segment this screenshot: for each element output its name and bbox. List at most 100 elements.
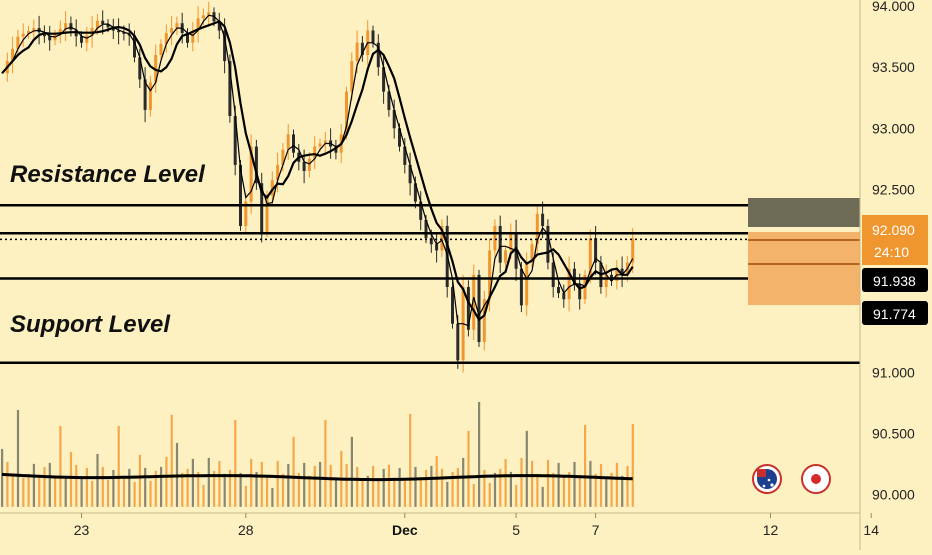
current-price-badge bbox=[862, 215, 928, 265]
volume-bar bbox=[186, 468, 189, 507]
y-tick-label: 90.500 bbox=[872, 426, 915, 442]
candle-body bbox=[302, 161, 306, 171]
volume-bar bbox=[112, 469, 115, 507]
candle-body bbox=[122, 32, 126, 34]
candle-body bbox=[138, 57, 142, 80]
volume-bar bbox=[313, 465, 316, 507]
candle-body bbox=[498, 225, 502, 263]
volume-bar bbox=[557, 462, 560, 507]
volume-bar bbox=[260, 461, 263, 507]
level-badge-2 bbox=[862, 301, 928, 325]
candle-body bbox=[631, 238, 635, 263]
volume-bar bbox=[589, 460, 592, 507]
volume-bar bbox=[478, 401, 481, 507]
candle-body bbox=[604, 274, 608, 288]
candle-body bbox=[111, 27, 115, 31]
volume-bar bbox=[350, 436, 353, 507]
volume-bar bbox=[64, 478, 67, 507]
candle-body bbox=[493, 225, 497, 251]
candle-body bbox=[270, 180, 274, 196]
candle-body bbox=[562, 293, 566, 300]
volume-bar bbox=[239, 472, 242, 507]
volume-bar bbox=[234, 419, 237, 507]
y-ticks: 94.000 93.500 93.000 92.500 91.000 90.500 90.0… bbox=[872, 0, 915, 503]
candle-body bbox=[175, 23, 179, 29]
volume-bar bbox=[403, 480, 406, 507]
volume-bar bbox=[462, 457, 465, 507]
candle-body bbox=[143, 79, 147, 110]
australia-flag-icon[interactable] bbox=[752, 464, 782, 494]
volume-bar bbox=[292, 436, 295, 507]
volume-bar bbox=[568, 471, 571, 507]
volume-bar bbox=[520, 457, 523, 507]
slow-ma-line bbox=[1, 20, 634, 322]
candle-body bbox=[594, 238, 598, 263]
volume-bar bbox=[191, 458, 194, 507]
candle-body bbox=[456, 323, 460, 361]
candle-body bbox=[355, 42, 359, 62]
volume-bar bbox=[218, 460, 221, 507]
candle-body bbox=[249, 146, 253, 202]
candle-body bbox=[440, 225, 444, 251]
volume-bar bbox=[387, 464, 391, 507]
volume-bar bbox=[610, 472, 613, 507]
candle-body bbox=[482, 299, 486, 342]
volume-bar bbox=[144, 467, 147, 507]
volume-bar bbox=[456, 467, 459, 507]
volume-bar bbox=[393, 477, 396, 507]
volume-bar bbox=[334, 477, 338, 507]
volume-bar bbox=[467, 430, 470, 507]
volume-bar bbox=[32, 463, 35, 507]
candle-body bbox=[429, 238, 433, 245]
candle-body bbox=[95, 20, 99, 29]
candle-body bbox=[58, 28, 62, 35]
candle-body bbox=[572, 268, 576, 284]
volume-bar bbox=[69, 451, 73, 507]
candle-body bbox=[509, 232, 513, 251]
volume-bar bbox=[16, 409, 20, 507]
resistance-label: Resistance Level bbox=[10, 161, 206, 188]
candle-body bbox=[360, 42, 364, 55]
candle-body bbox=[525, 262, 529, 306]
candle-body bbox=[424, 219, 428, 239]
volume-bar bbox=[425, 469, 428, 507]
volume-bar bbox=[573, 461, 576, 507]
volume-bar bbox=[372, 465, 375, 507]
volume-bar bbox=[149, 480, 152, 507]
volume-bar bbox=[6, 461, 9, 507]
volume-bar bbox=[138, 454, 141, 507]
candle-body bbox=[69, 23, 73, 30]
volume-bar bbox=[228, 469, 232, 507]
volume-bar bbox=[599, 463, 603, 507]
candle-body bbox=[191, 30, 195, 43]
volume-bar bbox=[594, 473, 597, 507]
volume-bar bbox=[85, 467, 88, 507]
volume-bar bbox=[170, 414, 173, 507]
candle-body bbox=[85, 35, 89, 43]
candle-body bbox=[313, 146, 317, 159]
volume-bar bbox=[377, 478, 380, 507]
volume-bar bbox=[59, 425, 62, 507]
countdown-text: 24:10 bbox=[874, 244, 909, 260]
japan-flag-icon[interactable] bbox=[801, 464, 831, 494]
candle-body bbox=[567, 268, 571, 300]
candle-body bbox=[148, 82, 152, 110]
candle-body bbox=[21, 33, 25, 37]
volume-bar bbox=[244, 485, 247, 507]
volume-bar bbox=[398, 467, 401, 507]
candle-body bbox=[106, 24, 110, 28]
volume-bar bbox=[578, 474, 581, 507]
candle-body bbox=[233, 116, 237, 165]
volume-bar bbox=[1, 448, 4, 507]
volume-bar bbox=[181, 472, 184, 507]
candle-body bbox=[207, 12, 211, 16]
volume-bar bbox=[223, 473, 226, 507]
candle-body bbox=[16, 36, 20, 49]
candle-body bbox=[620, 268, 624, 275]
volume-bar bbox=[324, 419, 327, 507]
candle-body bbox=[504, 250, 507, 263]
volume-bar bbox=[250, 458, 253, 507]
volume-ma-line bbox=[1, 472, 633, 482]
volume-bar bbox=[419, 479, 422, 507]
